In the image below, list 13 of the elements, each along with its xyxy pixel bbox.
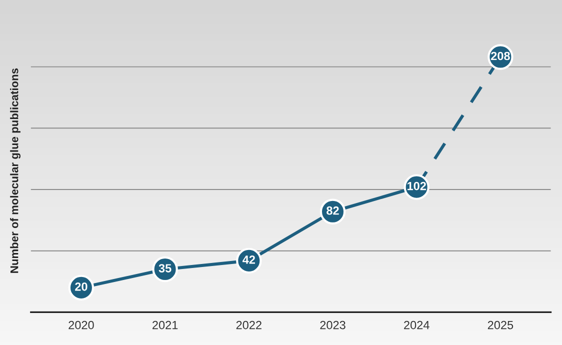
data-label: 20 (75, 282, 88, 291)
x-tick-label: 2020 (68, 320, 94, 330)
x-tick-label: 2024 (404, 320, 430, 330)
data-label: 102 (408, 182, 426, 190)
x-tick-label: 2022 (236, 320, 262, 330)
data-label: 42 (242, 256, 256, 264)
data-label: 82 (326, 206, 339, 215)
x-tick-label: 2023 (320, 320, 346, 330)
y-axis-title: Number of molecular glue publications (10, 68, 20, 273)
data-label: 208 (491, 52, 510, 60)
data-label: 35 (158, 264, 172, 272)
x-tick-label: 2025 (488, 320, 514, 330)
x-tick-label: 2021 (152, 320, 178, 330)
